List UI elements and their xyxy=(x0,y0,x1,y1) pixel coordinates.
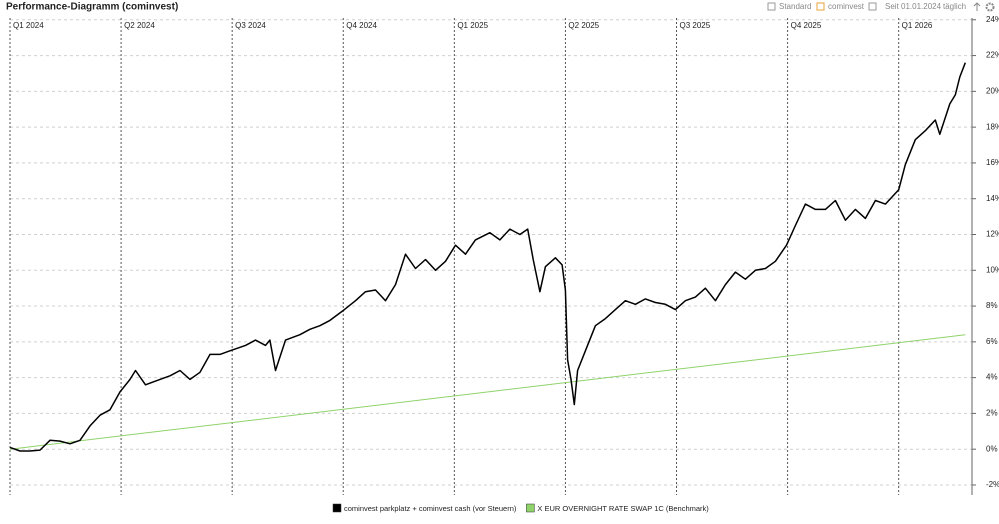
legend: cominvest parkplatz + cominvest cash (vo… xyxy=(332,503,709,513)
y-tick-label: -2% xyxy=(986,480,999,489)
y-tick-label: 20% xyxy=(986,86,999,95)
legend-label: cominvest parkplatz + cominvest cash (vo… xyxy=(344,504,517,513)
legend-swatch xyxy=(526,503,535,513)
toolbar: Standard cominvest Seit 01.01.2024 tägli… xyxy=(767,2,995,12)
y-tick-label: 0% xyxy=(986,444,998,453)
icon-calendar[interactable] xyxy=(868,2,877,11)
y-tick-label: 12% xyxy=(986,230,999,239)
y-tick-label: 16% xyxy=(986,158,999,167)
view-select[interactable]: Standard xyxy=(779,2,811,11)
portfolio-select[interactable]: cominvest xyxy=(828,2,865,11)
y-tick-label: 24% xyxy=(986,15,999,24)
icon-portfolio xyxy=(816,2,825,11)
y-tick-label: 8% xyxy=(986,301,998,310)
legend-label: X EUR OVERNIGHT RATE SWAP 1C (Benchmark) xyxy=(537,504,709,513)
y-tick-label: 6% xyxy=(986,337,998,346)
interval-select[interactable]: täglich xyxy=(943,2,966,11)
y-tick-label: 2% xyxy=(986,409,998,418)
export-button[interactable] xyxy=(973,2,981,11)
x-tick-label: Q3 2025 xyxy=(680,21,711,30)
settings-button[interactable] xyxy=(985,2,995,12)
x-tick-label: Q2 2025 xyxy=(568,21,599,30)
x-tick-label: Q4 2025 xyxy=(791,21,822,30)
series-line xyxy=(9,62,967,452)
y-tick-label: 14% xyxy=(986,194,999,203)
y-tick-label: 18% xyxy=(986,122,999,131)
series-line xyxy=(9,334,966,450)
x-tick-label: Q3 2024 xyxy=(235,21,266,30)
y-tick-label: 10% xyxy=(986,265,999,274)
y-tick-label: 22% xyxy=(986,51,999,60)
plot-area: -2% 0% 2% 4% 6% 8% 10% 12% 14% 16% 18% 20% 22% 24% Q1 … xyxy=(9,15,999,495)
x-tick-label: Q2 2024 xyxy=(124,21,155,30)
x-tick-label: Q1 2026 xyxy=(902,21,933,30)
x-tick-label: Q4 2024 xyxy=(346,21,377,30)
page-title: Performance-Diagramm (cominvest) xyxy=(6,2,178,13)
legend-swatch xyxy=(332,503,342,513)
period-select[interactable]: Seit 01.01.2024 xyxy=(885,2,942,11)
x-tick-label: Q1 2025 xyxy=(457,21,488,30)
y-tick-label: 4% xyxy=(986,373,998,382)
icon-view xyxy=(767,2,776,11)
x-tick-label: Q1 2024 xyxy=(13,21,44,30)
